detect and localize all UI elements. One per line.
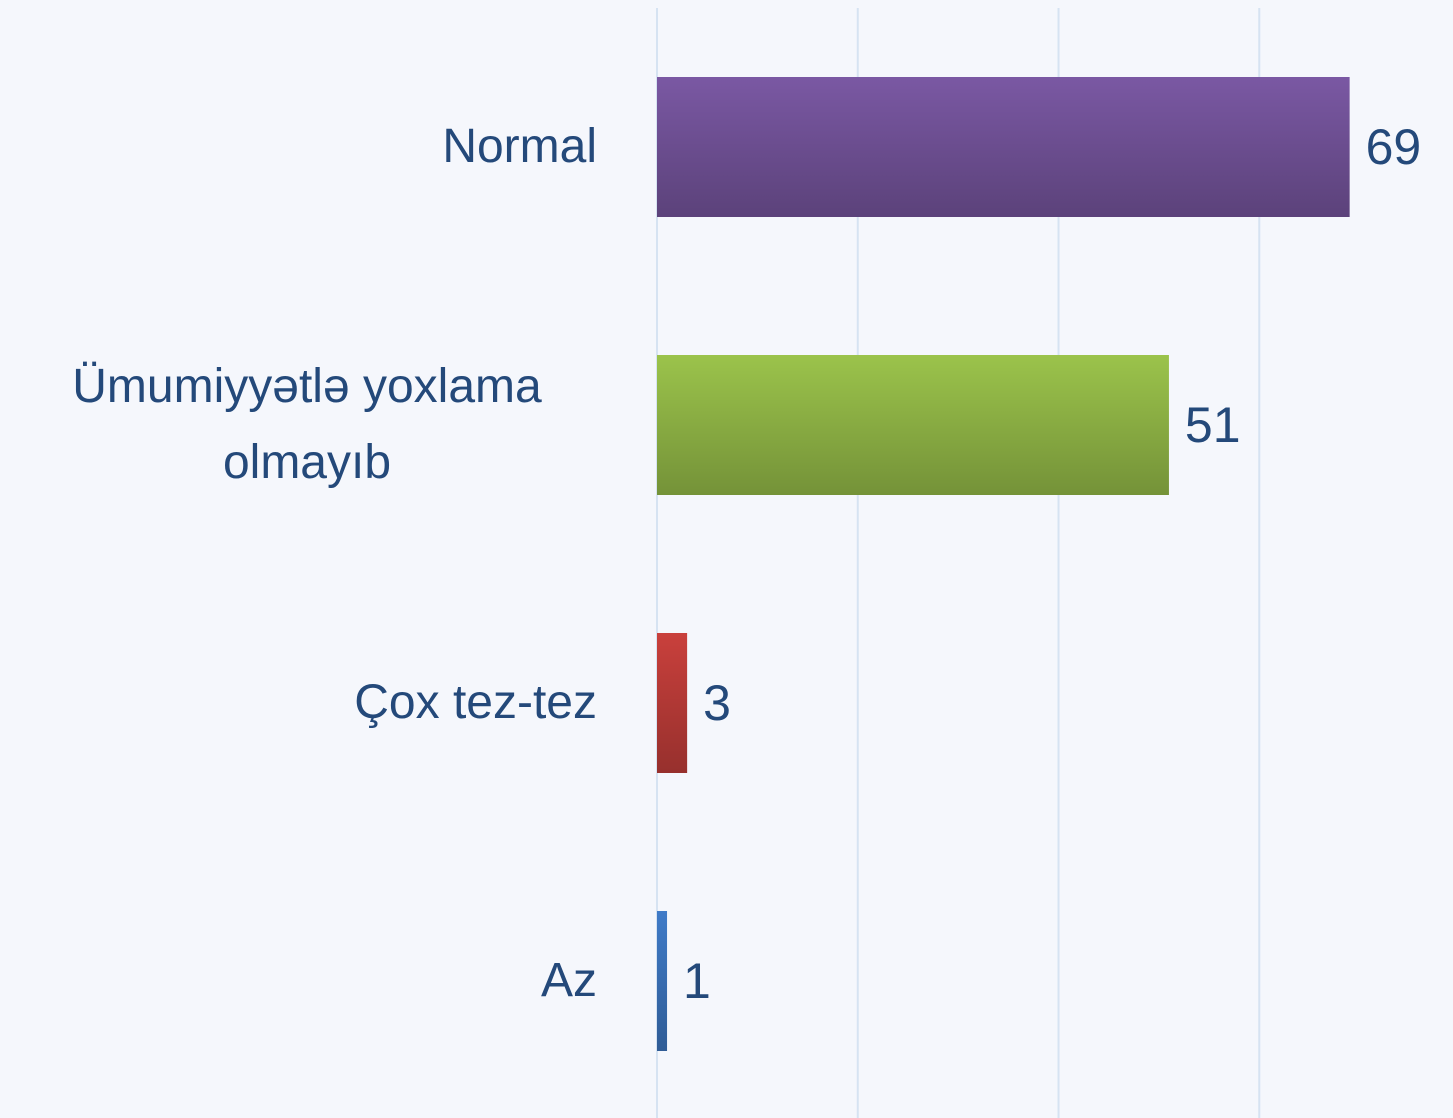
bar-shade: [657, 911, 668, 1051]
bar-shade: [657, 633, 688, 773]
bar-shade: [657, 77, 1350, 217]
category-label: Çox tez-tez: [354, 676, 597, 729]
category-label: Ümumiyyətlə yoxlama olmayıb: [72, 360, 542, 489]
value-label: 3: [703, 675, 731, 731]
value-label: 51: [1185, 397, 1241, 453]
value-label: 1: [683, 953, 711, 1009]
category-label: Normal: [442, 120, 597, 173]
value-label: 69: [1366, 119, 1422, 175]
category-label: Az: [540, 954, 597, 1007]
bar-shade: [657, 355, 1169, 495]
